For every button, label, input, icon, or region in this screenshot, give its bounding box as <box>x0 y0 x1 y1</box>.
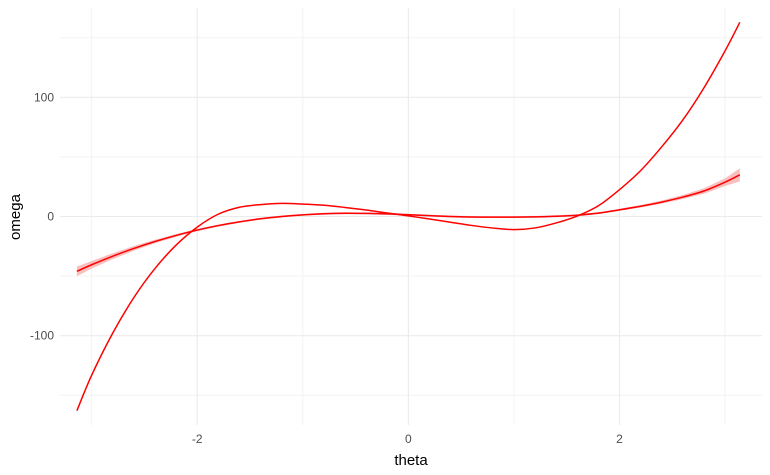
y-axis-ticks: -100 0 100 <box>30 90 54 342</box>
y-tick-label: 0 <box>47 210 54 224</box>
x-tick-label: -2 <box>192 432 203 446</box>
x-axis-ticks: -2 0 2 <box>192 432 623 446</box>
series-1-line <box>76 174 741 272</box>
series-2-line <box>76 21 741 411</box>
grid-minor <box>60 8 762 425</box>
y-axis-title: omega <box>7 193 24 240</box>
series-lines <box>76 21 741 411</box>
y-tick-label: -100 <box>30 329 54 343</box>
x-tick-label: 2 <box>616 432 623 446</box>
x-tick-label: 0 <box>405 432 412 446</box>
y-tick-label: 100 <box>34 90 54 104</box>
x-axis-title: theta <box>394 452 428 469</box>
